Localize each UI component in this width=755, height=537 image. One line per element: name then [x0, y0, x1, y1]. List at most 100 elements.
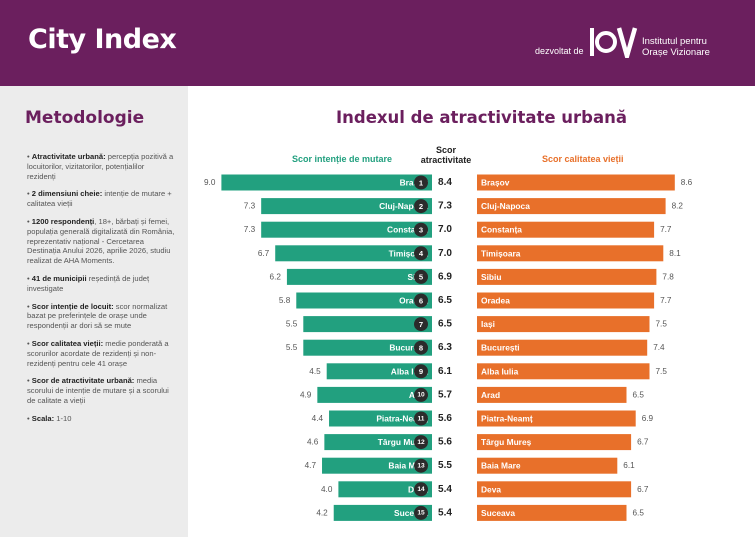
left-value-label: 7.3 [244, 225, 256, 234]
left-bar [261, 198, 432, 215]
methodology-list: • Atractivitate urbană: percepția poziti… [27, 152, 175, 432]
rank-number: 12 [417, 439, 425, 446]
city-label-right: Arad [481, 390, 500, 400]
right-value-label: 7.5 [656, 320, 668, 329]
rank-badge [414, 364, 428, 379]
method-item-term: Atractivitate urbană: [31, 152, 106, 161]
rank-number: 10 [417, 392, 425, 399]
method-item-term: Scor intenție de locuit: [31, 301, 114, 311]
right-value-label: 8.2 [672, 202, 684, 211]
rank-badge [414, 269, 428, 284]
method-item: • 41 de municipii reședință de județ inv… [27, 273, 150, 293]
rank-badge [414, 293, 428, 308]
center-column-header: Scor atractivitate [416, 145, 476, 165]
methodology-sidebar: Metodologie • Atractivitate urbană: perc… [0, 86, 188, 537]
city-label-right: Piatra-Neamț [481, 414, 533, 424]
city-label-right: Brașov [481, 178, 510, 188]
left-value-label: 4.0 [321, 485, 333, 494]
city-label-left: Piatra-Neamț [376, 414, 428, 424]
left-bar [221, 174, 432, 191]
attractiveness-score: 7.0 [438, 224, 452, 235]
city-label-right: Deva [481, 484, 501, 494]
city-label-left: Suceava [394, 508, 428, 518]
attractiveness-score: 5.6 [438, 437, 452, 448]
rank-number: 1 [419, 178, 424, 187]
right-bar [477, 481, 632, 498]
rank-badge [414, 222, 428, 237]
method-item-text: , 18+, bărbați și femei, populația gener… [27, 216, 175, 266]
chart-title: Indexul de atractivitate urbană [336, 108, 628, 127]
rank-badge [414, 411, 428, 426]
left-bar [322, 457, 432, 474]
left-column-header: Scor intenție de mutare [292, 154, 393, 164]
method-item: • Scor intenție de locuit: scor normaliz… [27, 301, 168, 331]
left-bar [275, 245, 432, 262]
rank-badge [414, 458, 428, 473]
city-label-left: Timișoara [389, 248, 429, 258]
city-label-right: București [481, 343, 520, 353]
method-item-term: 1200 respondenți [31, 216, 95, 226]
right-bar [477, 198, 666, 215]
city-label-right: Suceava [481, 508, 515, 518]
right-value-label: 8.6 [681, 178, 693, 187]
rank-badge [414, 482, 428, 497]
left-bar [338, 481, 432, 498]
left-bar [303, 339, 432, 356]
method-item-text: medie ponderată a scorurilor acordate de… [27, 338, 169, 368]
rank-badge [414, 175, 428, 190]
right-bar [477, 504, 627, 521]
method-item-text: percepția pozitivă a locuitorilor, vizit… [27, 152, 174, 181]
right-bar [477, 221, 655, 238]
right-value-label: 6.7 [637, 438, 649, 447]
left-bar [286, 268, 432, 285]
right-bar [477, 434, 632, 451]
left-value-label: 7.3 [244, 202, 256, 211]
city-label-right: Timișoara [481, 248, 521, 258]
right-value-label: 8.1 [669, 249, 681, 258]
left-bar [324, 434, 432, 451]
city-label-left: Oradea [399, 296, 428, 306]
city-label-right: Sibiu [481, 272, 501, 282]
left-bar [303, 316, 432, 333]
rank-number: 7 [419, 320, 423, 329]
method-item-text: 1-10 [56, 413, 72, 423]
right-bar [477, 339, 648, 356]
rank-badge [414, 199, 428, 214]
rank-number: 4 [419, 249, 424, 258]
center-header-line2: atractivitate [420, 155, 472, 165]
right-bar [477, 292, 655, 309]
city-label-left: Baia Mare [388, 461, 428, 471]
method-item: • 1200 respondenți, 18+, bărbați și feme… [27, 216, 175, 266]
attractiveness-score: 5.4 [438, 507, 452, 518]
rank-badge [414, 435, 428, 450]
right-bar [477, 316, 650, 333]
center-header-line1: Scor [435, 145, 456, 155]
city-label-right: Alba Iulia [481, 366, 519, 376]
left-value-label: 4.6 [307, 438, 319, 447]
rank-number: 11 [418, 415, 425, 422]
left-value-label: 4.5 [309, 367, 321, 376]
left-bar [326, 363, 432, 380]
attractiveness-score: 6.9 [438, 271, 452, 282]
method-item-term: 2 dimensiuni cheie: [31, 189, 103, 199]
rank-number: 8 [419, 344, 423, 353]
rank-number: 14 [417, 486, 425, 493]
right-value-label: 6.1 [623, 461, 635, 470]
rank-number: 6 [419, 296, 423, 305]
method-item: • 2 dimensiuni cheie: intenție de mutare… [27, 189, 172, 209]
city-label-right: Târgu Mureș [481, 437, 532, 447]
method-item: • Scor calitatea vieții: medie ponderată… [27, 338, 169, 368]
rank-badge [414, 317, 428, 332]
method-item-term: Scala: [31, 413, 55, 423]
left-value-label: 9.0 [204, 178, 216, 187]
city-label-left: Constanța [387, 225, 428, 235]
rank-number: 13 [417, 463, 425, 470]
left-bar [333, 504, 432, 521]
attractiveness-score: 5.7 [438, 389, 452, 400]
right-value-label: 7.8 [662, 272, 674, 281]
method-item: • Scala: 1-10 [27, 413, 72, 423]
left-value-label: 5.5 [286, 320, 298, 329]
city-label-right: Iași [481, 319, 495, 329]
rank-number: 9 [419, 367, 423, 376]
